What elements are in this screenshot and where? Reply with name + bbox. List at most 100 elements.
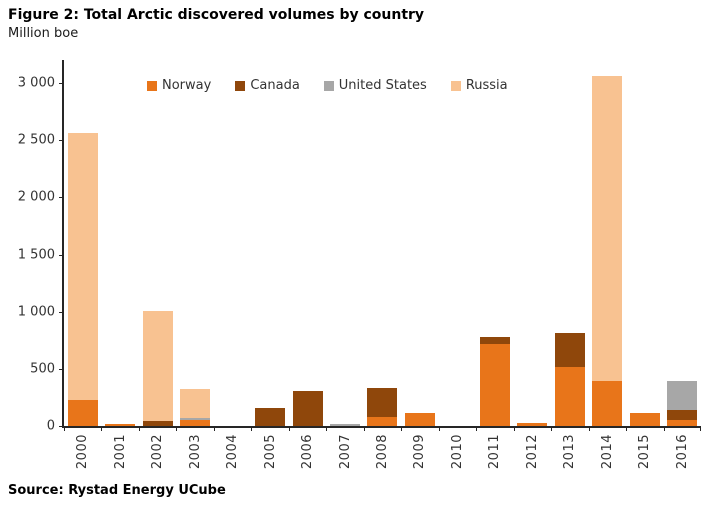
x-axis-label-2011: 2011	[476, 434, 513, 469]
bar-2006	[292, 391, 323, 426]
legend-item-united-states: United States	[323, 78, 427, 93]
bar-segment-2014-russia	[592, 76, 623, 382]
legend-label: United States	[338, 78, 427, 93]
y-axis-tick-label: 500	[30, 361, 55, 377]
x-axis-tick-mark	[663, 426, 665, 431]
legend-label: Canada	[250, 78, 300, 93]
bar-group-2012	[514, 60, 551, 426]
bar-2001	[105, 423, 136, 426]
bar-group-2016	[664, 60, 701, 426]
x-axis-label-2006: 2006	[289, 434, 326, 469]
x-axis-label-2001: 2001	[101, 434, 138, 469]
bar-group-2000	[64, 60, 101, 426]
x-axis-tick-mark	[438, 426, 440, 431]
legend-swatch-norway	[147, 80, 157, 91]
x-axis-label-text: 2010	[449, 434, 465, 470]
x-axis-tick-mark	[64, 426, 65, 431]
bar-segment-2000-norway	[67, 399, 98, 426]
bar-2013	[554, 333, 585, 426]
legend-label: Russia	[465, 78, 508, 93]
x-axis-label-2014: 2014	[589, 434, 626, 469]
y-axis-tick-label: 2 000	[17, 189, 55, 205]
x-axis-label-text: 2013	[562, 434, 578, 470]
bar-2011	[479, 337, 510, 426]
y-axis-tick-label: 1 000	[17, 304, 55, 320]
x-axis-tick-mark	[476, 426, 478, 431]
figure-unit-label: Million boe	[8, 26, 79, 41]
x-axis-label-text: 2014	[599, 434, 615, 470]
x-axis-label-2002: 2002	[139, 434, 176, 469]
bar-segment-2006-canada	[292, 391, 323, 426]
legend-item-russia: Russia	[450, 78, 508, 93]
bar-segment-2014-norway	[592, 381, 623, 426]
x-axis-tick-mark	[213, 426, 215, 431]
x-axis-label-text: 2006	[300, 434, 316, 470]
x-axis-label-2007: 2007	[326, 434, 363, 469]
x-axis-label-2012: 2012	[514, 434, 551, 469]
x-axis-label-text: 2007	[337, 434, 353, 470]
y-axis-tick-mark	[59, 197, 64, 199]
bar-segment-2001-norway	[105, 423, 136, 426]
bar-group-2011	[476, 60, 513, 426]
y-axis-tick-mark	[59, 368, 64, 370]
legend-swatch-united-states	[323, 80, 334, 91]
x-axis-label-text: 2012	[524, 434, 540, 470]
bar-2012	[517, 422, 548, 426]
y-axis-tick-mark	[59, 140, 64, 142]
x-axis-tick-mark	[513, 426, 515, 431]
y-axis-tick-label: 0	[46, 418, 55, 434]
bar-2007	[330, 423, 361, 426]
legend-item-canada: Canada	[235, 78, 300, 93]
x-axis-label-text: 2003	[187, 434, 203, 470]
figure-title: Figure 2: Total Arctic discovered volume…	[8, 7, 425, 23]
x-axis-label-2005: 2005	[251, 434, 288, 469]
x-axis-label-text: 2011	[487, 434, 503, 470]
x-axis-tick-mark	[551, 426, 553, 431]
bar-segment-2008-canada	[367, 388, 398, 418]
bar-group-2001	[101, 60, 138, 426]
x-axis-label-2000: 2000	[64, 434, 101, 469]
x-axis-tick-mark	[101, 426, 103, 431]
x-axis-label-text: 2016	[674, 434, 690, 470]
bar-segment-2007-united-states	[330, 423, 361, 426]
bar-2016	[667, 381, 698, 426]
bar-segment-2016-canada	[667, 410, 698, 421]
bar-group-2006	[289, 60, 326, 426]
bar-segment-2008-norway	[367, 417, 398, 426]
x-axis-label-text: 2005	[262, 434, 278, 470]
bar-segment-2002-russia	[142, 310, 173, 422]
x-axis-tick-mark	[588, 426, 590, 431]
bar-segment-2003-norway	[180, 420, 211, 426]
y-axis-tick-label: 2 500	[17, 132, 55, 148]
bar-2005	[255, 408, 286, 426]
bar-group-2002	[139, 60, 176, 426]
bar-segment-2016-united-states	[667, 381, 698, 411]
legend-swatch-russia	[450, 80, 461, 91]
y-axis-tick-mark	[59, 83, 64, 84]
x-axis-label-2003: 2003	[176, 434, 213, 469]
bar-2000	[67, 133, 98, 426]
legend-swatch-canada	[235, 80, 246, 91]
bar-group-2004	[214, 60, 251, 426]
x-axis-label-2013: 2013	[551, 434, 588, 469]
bar-segment-2009-norway	[404, 413, 435, 426]
x-axis-tick-mark	[138, 426, 140, 431]
x-axis-tick-mark	[288, 426, 290, 431]
bar-segment-2011-norway	[479, 343, 510, 426]
x-axis-label-2010: 2010	[439, 434, 476, 469]
bar-group-2008	[364, 60, 401, 426]
bar-2014	[592, 76, 623, 426]
bar-group-2009	[401, 60, 438, 426]
bar-segment-2013-norway	[554, 367, 585, 426]
bar-segment-2013-canada	[554, 333, 585, 368]
bar-2002	[142, 310, 173, 426]
x-axis-label-text: 2000	[75, 434, 91, 470]
bar-segment-2002-canada	[142, 421, 173, 426]
x-axis-label-2008: 2008	[364, 434, 401, 469]
bar-segment-2012-norway	[517, 422, 548, 426]
y-axis-tick-mark	[59, 426, 64, 427]
x-axis-label-2015: 2015	[626, 434, 663, 469]
bar-group-2013	[551, 60, 588, 426]
x-axis-label-2009: 2009	[401, 434, 438, 469]
